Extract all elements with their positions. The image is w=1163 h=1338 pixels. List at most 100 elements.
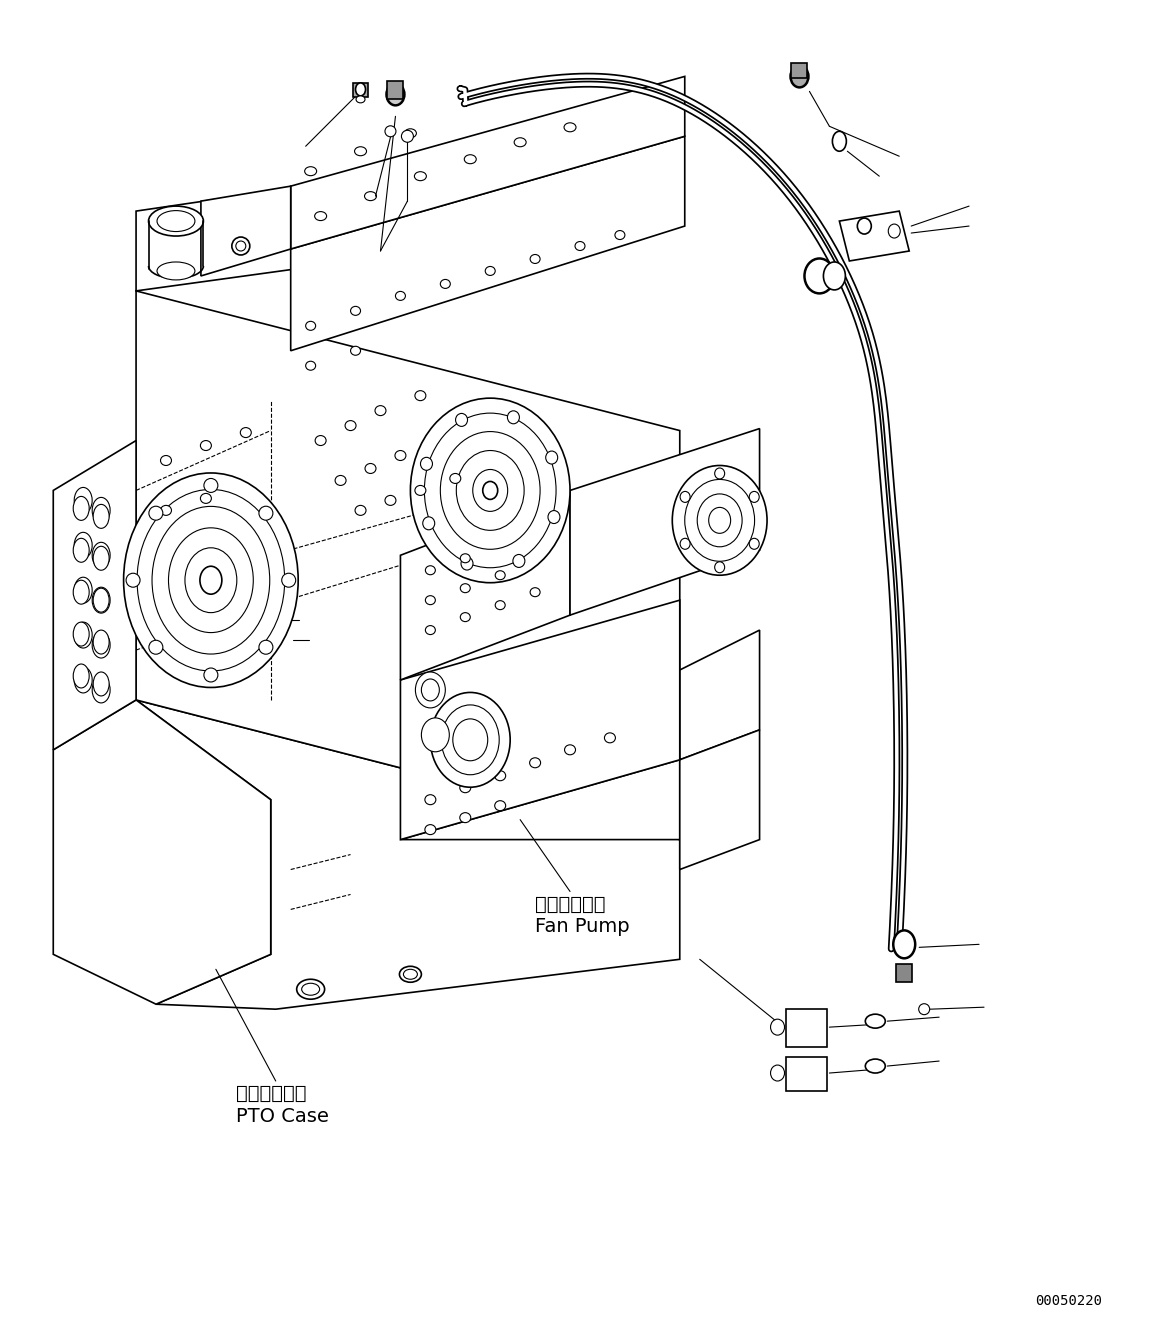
Ellipse shape [507,411,520,424]
Polygon shape [53,440,136,749]
Ellipse shape [411,399,570,583]
Ellipse shape [857,218,871,234]
Ellipse shape [415,391,426,400]
Ellipse shape [73,538,90,562]
Ellipse shape [149,206,204,235]
Ellipse shape [464,155,477,163]
Ellipse shape [415,486,426,495]
Ellipse shape [405,128,416,138]
Ellipse shape [306,361,315,371]
Ellipse shape [441,705,499,775]
Ellipse shape [74,487,92,514]
Ellipse shape [514,138,526,147]
Ellipse shape [459,783,471,792]
Ellipse shape [149,641,163,654]
Ellipse shape [575,242,585,250]
Ellipse shape [494,771,506,781]
Ellipse shape [450,474,461,483]
Bar [897,965,912,982]
Ellipse shape [530,254,540,264]
Ellipse shape [485,266,495,276]
Ellipse shape [93,589,109,613]
Ellipse shape [305,167,316,175]
Ellipse shape [297,979,324,999]
Polygon shape [679,729,759,870]
Ellipse shape [92,587,110,613]
Ellipse shape [355,147,366,155]
Ellipse shape [160,506,171,515]
Polygon shape [400,601,679,839]
Ellipse shape [137,490,285,670]
Ellipse shape [123,472,298,688]
Ellipse shape [441,432,540,550]
Ellipse shape [426,566,435,575]
Ellipse shape [149,506,163,520]
Ellipse shape [385,495,395,506]
Bar [352,83,368,98]
Ellipse shape [805,258,834,293]
Ellipse shape [350,306,361,316]
Ellipse shape [473,470,508,511]
Polygon shape [840,211,909,261]
Bar [785,1057,827,1090]
Ellipse shape [92,542,110,569]
Ellipse shape [395,451,406,460]
Ellipse shape [395,292,406,301]
Ellipse shape [160,455,171,466]
Ellipse shape [548,511,559,523]
Polygon shape [201,186,291,276]
Ellipse shape [424,413,556,567]
Ellipse shape [889,223,900,238]
Ellipse shape [259,641,273,654]
Ellipse shape [771,1020,785,1036]
Ellipse shape [456,451,525,530]
Ellipse shape [404,969,418,979]
Ellipse shape [685,479,755,561]
Ellipse shape [386,83,405,106]
Ellipse shape [93,630,109,654]
Ellipse shape [281,573,295,587]
Ellipse shape [424,824,436,835]
Ellipse shape [93,504,109,529]
Ellipse shape [73,581,90,605]
Ellipse shape [461,554,470,563]
Ellipse shape [672,466,768,575]
Ellipse shape [73,664,90,688]
Ellipse shape [615,230,625,240]
Ellipse shape [315,211,327,221]
Ellipse shape [823,262,846,290]
Ellipse shape [152,506,270,654]
Ellipse shape [74,533,92,558]
Ellipse shape [92,677,110,702]
Ellipse shape [157,210,195,231]
Ellipse shape [356,96,365,103]
Ellipse shape [374,405,386,416]
Ellipse shape [513,554,525,567]
Ellipse shape [345,420,356,431]
Polygon shape [570,428,759,615]
Ellipse shape [494,800,506,811]
Ellipse shape [771,1065,785,1081]
Ellipse shape [461,583,470,593]
Ellipse shape [545,451,558,464]
Ellipse shape [430,693,511,787]
Ellipse shape [335,475,347,486]
Text: PTO Case: PTO Case [236,1107,329,1127]
Polygon shape [291,76,685,249]
Ellipse shape [680,538,690,550]
Ellipse shape [200,494,212,503]
Ellipse shape [185,547,237,613]
Ellipse shape [92,498,110,523]
Bar [387,82,404,99]
Ellipse shape [483,482,498,499]
Polygon shape [400,491,570,680]
Ellipse shape [259,506,273,520]
Ellipse shape [456,413,468,427]
Ellipse shape [441,280,450,289]
Polygon shape [136,131,679,290]
Text: 00050220: 00050220 [1035,1294,1103,1309]
Bar [792,63,807,79]
Ellipse shape [385,126,395,136]
Ellipse shape [415,672,445,708]
Bar [785,1009,827,1048]
